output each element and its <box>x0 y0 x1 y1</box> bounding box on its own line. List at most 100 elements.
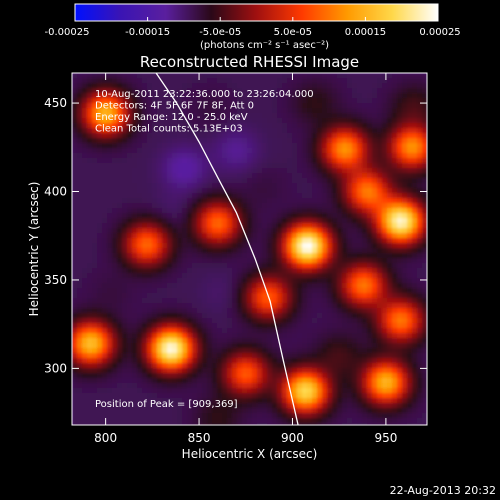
heatmap-cell <box>122 118 128 124</box>
heatmap-cell <box>347 88 353 94</box>
heatmap-cell <box>302 288 308 294</box>
heatmap-cell <box>137 398 143 404</box>
heatmap-cell <box>222 313 228 319</box>
heatmap-cell <box>392 273 398 279</box>
heatmap-cell <box>147 183 153 189</box>
heatmap-cell <box>192 128 198 134</box>
heatmap-cell <box>317 323 323 329</box>
heatmap-cell <box>227 293 233 299</box>
heatmap-cell <box>297 243 303 249</box>
heatmap-cell <box>272 173 278 179</box>
heatmap-cell <box>152 318 158 324</box>
heatmap-cell <box>292 238 298 244</box>
heatmap-cell <box>252 148 258 154</box>
heatmap-cell <box>312 183 318 189</box>
heatmap-cell <box>112 293 118 299</box>
heatmap-cell <box>347 228 353 234</box>
heatmap-cell <box>402 148 408 154</box>
heatmap-cell <box>367 378 373 384</box>
heatmap-cell <box>337 133 343 139</box>
heatmap-cell <box>407 328 413 334</box>
heatmap-cell <box>157 163 163 169</box>
heatmap-cell <box>182 273 188 279</box>
heatmap-cell <box>377 318 383 324</box>
heatmap-cell <box>287 103 293 109</box>
heatmap-cell <box>392 213 398 219</box>
heatmap-cell <box>82 143 88 149</box>
heatmap-cell <box>282 423 288 425</box>
heatmap-cell <box>322 173 328 179</box>
heatmap-cell <box>357 118 363 124</box>
heatmap-cell <box>367 423 373 425</box>
heatmap-cell <box>182 158 188 164</box>
heatmap-cell <box>142 303 148 309</box>
heatmap-cell <box>182 233 188 239</box>
heatmap-cell <box>192 363 198 369</box>
heatmap-cell <box>177 143 183 149</box>
heatmap-cell <box>302 308 308 314</box>
heatmap-cell <box>352 283 358 289</box>
heatmap-cell <box>407 163 413 169</box>
heatmap-cell <box>337 103 343 109</box>
heatmap-cell <box>342 103 348 109</box>
heatmap-cell <box>207 123 213 129</box>
heatmap-cell <box>257 353 263 359</box>
heatmap-cell <box>162 163 168 169</box>
heatmap-cell <box>392 153 398 159</box>
heatmap-cell <box>382 408 388 414</box>
heatmap-cell <box>392 148 398 154</box>
heatmap-cell <box>202 193 208 199</box>
heatmap-cell <box>187 258 193 264</box>
heatmap-cell <box>237 323 243 329</box>
heatmap-cell <box>337 313 343 319</box>
heatmap-cell <box>122 418 128 424</box>
heatmap-cell <box>412 223 418 229</box>
heatmap-cell <box>262 373 268 379</box>
heatmap-cell <box>107 273 113 279</box>
heatmap-cell <box>132 303 138 309</box>
heatmap-cell <box>137 228 143 234</box>
heatmap-cell <box>87 348 93 354</box>
heatmap-cell <box>272 198 278 204</box>
heatmap-cell <box>397 133 403 139</box>
heatmap-cell <box>227 398 233 404</box>
heatmap-cell <box>387 308 393 314</box>
heatmap-cell <box>107 393 113 399</box>
heatmap-cell <box>137 148 143 154</box>
heatmap-cell <box>317 273 323 279</box>
heatmap-cell <box>287 158 293 164</box>
heatmap-cell <box>87 208 93 214</box>
heatmap-cell <box>267 183 273 189</box>
heatmap-cell <box>292 288 298 294</box>
heatmap-cell <box>167 373 173 379</box>
heatmap-cell <box>257 223 263 229</box>
heatmap-cell <box>172 118 178 124</box>
heatmap-cell <box>317 318 323 324</box>
heatmap-cell <box>172 288 178 294</box>
heatmap-cell <box>347 323 353 329</box>
heatmap-cell <box>192 188 198 194</box>
heatmap-cell <box>287 273 293 279</box>
heatmap-cell <box>372 313 378 319</box>
heatmap-cell <box>142 408 148 414</box>
heatmap-cell <box>337 283 343 289</box>
heatmap-cell <box>87 233 93 239</box>
heatmap-cell <box>152 203 158 209</box>
heatmap-cell <box>287 83 293 89</box>
heatmap-cell <box>122 338 128 344</box>
heatmap-cell <box>242 373 248 379</box>
heatmap-cell <box>317 288 323 294</box>
heatmap-cell <box>322 83 328 89</box>
heatmap-cell <box>257 293 263 299</box>
heatmap-cell <box>127 178 133 184</box>
heatmap-cell <box>237 413 243 419</box>
heatmap-cell <box>157 188 163 194</box>
heatmap-cell <box>357 83 363 89</box>
heatmap-cell <box>262 198 268 204</box>
heatmap-cell <box>102 383 108 389</box>
heatmap-cell <box>407 123 413 129</box>
heatmap-cell <box>387 333 393 339</box>
heatmap-cell <box>382 93 388 99</box>
heatmap-cell <box>402 298 408 304</box>
heatmap-cell <box>367 398 373 404</box>
